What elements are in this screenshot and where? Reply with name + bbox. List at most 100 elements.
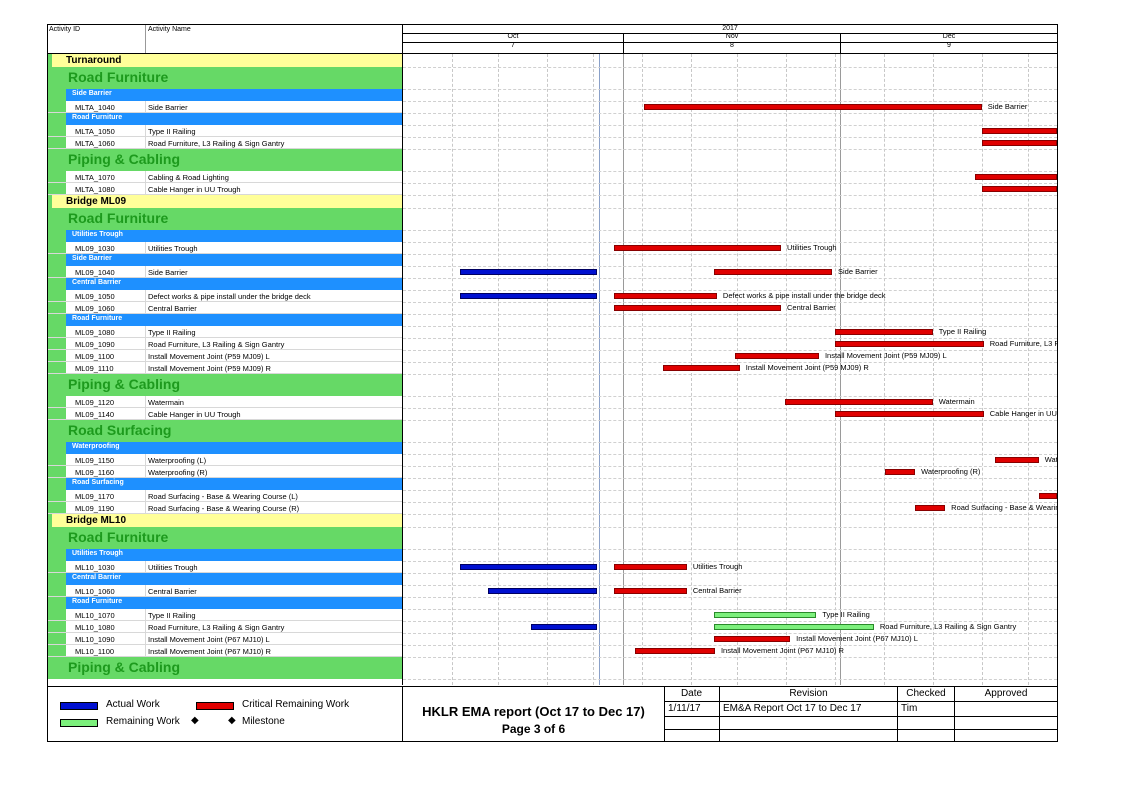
gantt-sheet: Activity ID Activity Name Turnaround Road… [47,24,1058,742]
activity-row: ML09_1160 Waterproofing (R) [48,466,402,478]
activity-row: ML09_1080 Type II Railing [48,326,402,338]
group-header: Waterproofing [48,442,402,454]
activity-row: ML09_1190 Road Surfacing - Base & Wearing… [48,502,402,514]
row-label: Piping & Cabling [68,151,180,167]
critical-work-bar [994,457,1039,463]
group-header: Central Barrier [48,573,402,585]
subsection-header: Road Furniture [48,67,402,89]
activity-id: ML09_1160 [75,468,115,477]
subsection-header: Piping & Cabling [48,149,402,171]
legend-actual-swatch [60,702,98,710]
page-number: Page 3 of 6 [501,722,566,736]
bar-label: Side Barrier [838,267,878,276]
group-header: Utilities Trough [48,230,402,242]
group-header: Road Surfacing [48,478,402,490]
column-divider [145,25,146,53]
activity-row: MLTA_1050 Type II Railing [48,125,402,137]
activity-row: ML09_1040 Side Barrier [48,266,402,278]
row-label: Turnaround [66,55,122,66]
activity-name: Road Surfacing - Base & Wearing Course (… [148,492,298,501]
activity-name: Cable Hanger in UU Trough [148,185,241,194]
row-label: Waterproofing [72,443,120,450]
bar-label: Type II Railing [822,610,870,619]
activity-row: ML09_1150 Waterproofing (L) [48,454,402,466]
month-num-dec: 9 [947,42,951,49]
timeline-grid: Side Barrier Utilities Trough Side Barrier… [403,54,1057,685]
bar-label: Install Movement Joint (P59 MJ09) L [824,351,947,360]
actual-work-bar [459,293,598,299]
activity-id: MLTA_1040 [75,103,115,112]
section-header: Bridge ML09 [48,195,402,208]
bar-label: Install Movement Joint (P67 MJ10) L [796,634,918,643]
subsection-header: Road Surfacing [48,420,402,442]
activity-id: ML09_1140 [75,410,115,419]
activity-id: ML10_1060 [75,587,115,596]
approved-header: Approved [984,688,1028,699]
activity-row: ML09_1120 Watermain [48,396,402,408]
critical-work-bar [834,341,984,347]
row-label: Side Barrier [72,255,112,262]
section-header: Turnaround [48,54,402,67]
month-num-nov: 8 [730,42,734,49]
title-block: HKLR EMA report (Oct 17 to Dec 17) Page … [403,687,665,742]
critical-work-bar [714,636,791,642]
legend-remaining-label: Remaining Work [106,716,180,727]
subsection-header: Piping & Cabling [48,657,402,679]
activity-name: Central Barrier [148,304,197,313]
activity-id: MLTA_1050 [75,127,115,136]
bar-label: Side Barrier [987,102,1028,111]
legend-actual-label: Actual Work [106,699,160,710]
activity-table: Activity ID Activity Name Turnaround Road… [48,25,403,685]
critical-work-bar [884,469,916,475]
bar-label: Waterproofing (R) [921,467,981,476]
group-header: Road Furniture [48,113,402,125]
activity-name: Side Barrier [148,103,188,112]
critical-work-bar [975,174,1057,180]
bar-label: Cable Hanger in UU [989,409,1057,418]
row-label: Piping & Cabling [68,659,180,675]
activity-name: Type II Railing [148,611,196,620]
remaining-work-bar [714,612,817,618]
bar-label: Road Furniture, L3 Railing & Sign Gantry [879,622,1017,631]
critical-work-bar [714,269,833,275]
activity-table-header: Activity ID Activity Name [48,25,402,54]
legend-milestone-label: Milestone [242,716,285,727]
activity-name: Type II Railing [148,328,196,337]
footer: Actual Work Critical Remaining Work Rema… [48,686,1057,742]
row-label: Bridge ML10 [66,515,127,526]
remaining-work-bar [714,624,874,630]
revision-checked-by: Tim [901,703,918,714]
activity-name: Defect works & pipe install under the br… [148,292,311,301]
row-label: Road Furniture [72,315,123,322]
row-label: Bridge ML09 [66,196,127,207]
row-label: Road Furniture [68,529,169,545]
month-dec: Dec [942,33,956,40]
bar-label: Type II Railing [938,327,987,336]
activity-id: ML09_1040 [75,268,115,277]
legend-remaining-swatch [60,719,98,727]
activity-row: ML09_1140 Cable Hanger in UU Trough [48,408,402,420]
activity-name: Road Furniture, L3 Railing & Sign Gantry [148,623,285,632]
row-label: Utilities Trough [72,550,123,557]
legend-critical-swatch [196,702,234,710]
critical-work-bar [1038,493,1057,499]
activity-row: ML10_1070 Type II Railing [48,609,402,621]
section-header: Bridge ML10 [48,514,402,527]
milestone-diamond-icon: ◆ [191,715,199,726]
activity-row: MLTA_1040 Side Barrier [48,101,402,113]
activity-row: ML10_1080 Road Furniture, L3 Railing & Si… [48,621,402,633]
activity-name: Cable Hanger in UU Trough [148,410,241,419]
activity-name: Road Furniture, L3 Railing & Sign Gantry [148,139,285,148]
group-header: Road Furniture [48,597,402,609]
activity-id: ML10_1090 [75,635,115,644]
row-label: Road Surfacing [68,422,172,438]
activity-name: Install Movement Joint (P59 MJ09) L [148,352,270,361]
activity-row: MLTA_1060 Road Furniture, L3 Railing & Si… [48,137,402,149]
critical-work-bar [663,365,740,371]
group-header: Central Barrier [48,278,402,290]
activity-name: Utilities Trough [148,563,198,572]
revision-date: 1/11/17 [668,703,701,714]
critical-work-bar [643,104,982,110]
activity-id: ML09_1150 [75,456,115,465]
critical-work-bar [734,353,819,359]
